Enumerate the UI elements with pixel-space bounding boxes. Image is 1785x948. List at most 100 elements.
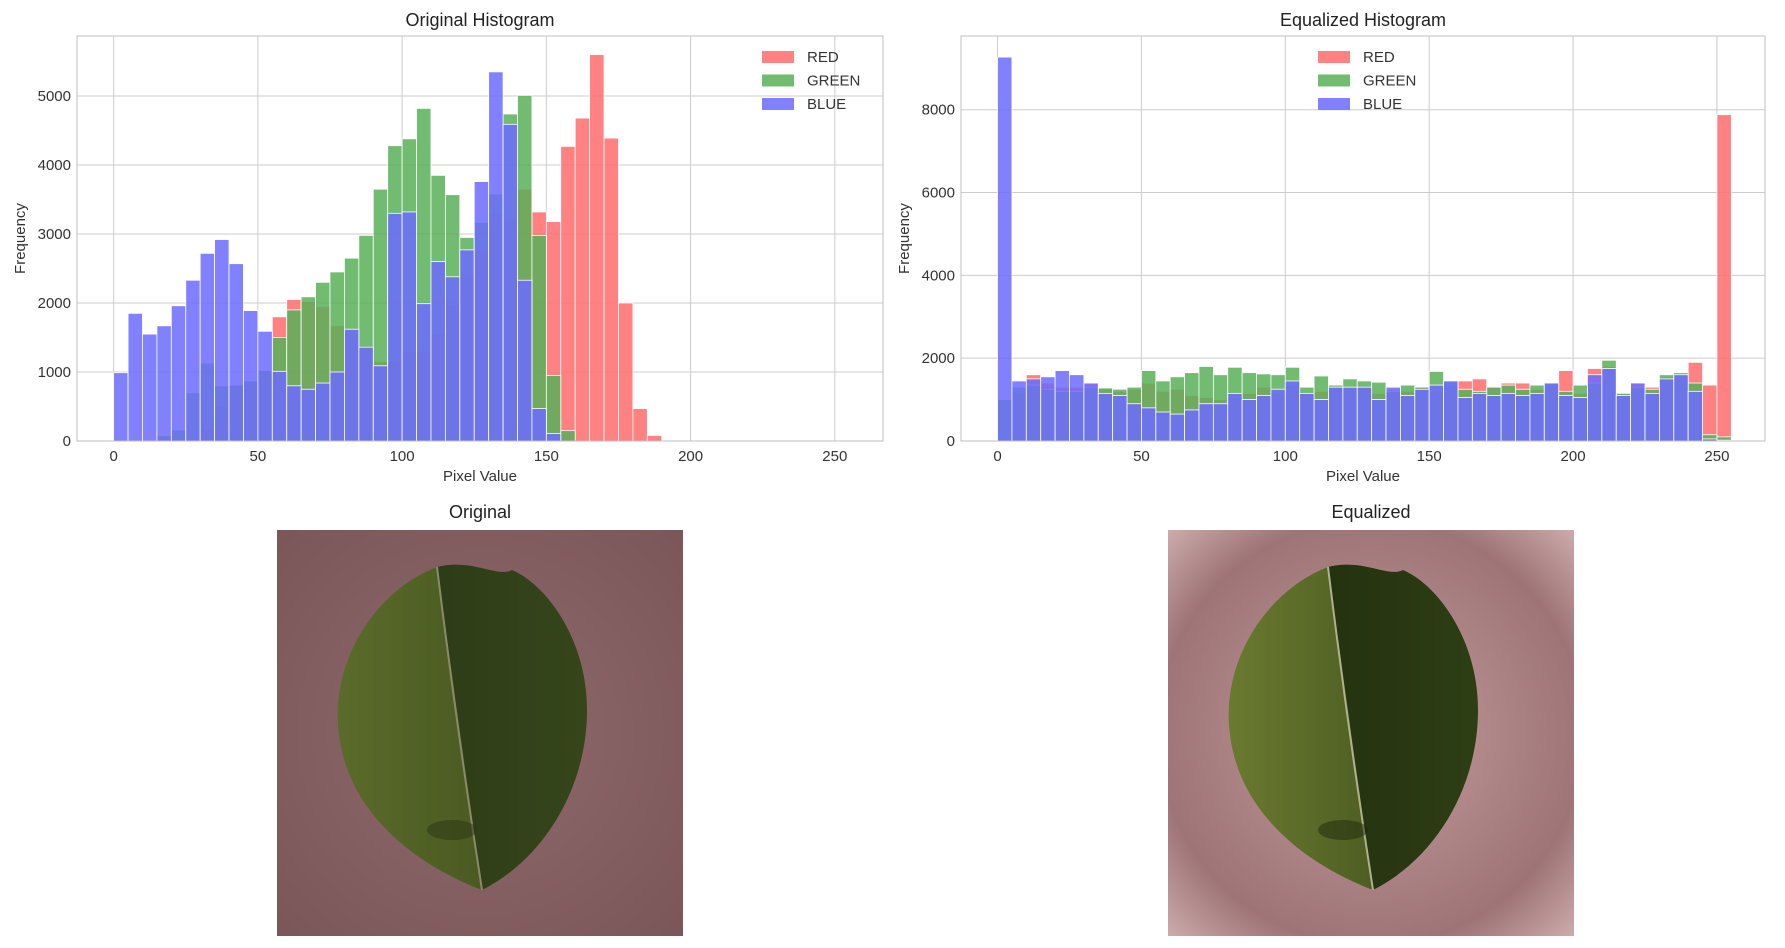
equalized-hist-bar-blue [1356, 386, 1373, 442]
equalized-hist-bar-blue [1601, 368, 1617, 442]
equalized-hist-bar-blue [1112, 395, 1128, 442]
original-hist-bar-blue [444, 276, 461, 442]
equalized-hist-bar-blue [1529, 392, 1545, 442]
original-hist-ytick-label: 0 [63, 433, 71, 450]
original-hist-xlabel: Pixel Value [443, 468, 517, 485]
original-hist-bar-blue [113, 372, 129, 442]
original-hist-xtick-label: 150 [534, 448, 559, 465]
original-hist-bar-blue [214, 239, 230, 442]
original-hist-bar-blue [387, 212, 403, 442]
equalized-hist-bar-blue [1184, 409, 1200, 442]
equalized-hist-bar-blue [1155, 411, 1171, 442]
original-hist-xtick-label: 250 [822, 448, 847, 465]
original-hist-bar-red [560, 145, 576, 442]
original-hist-xtick-label: 200 [678, 448, 703, 465]
original-hist-bar-green [545, 375, 562, 442]
original-hist-bar-blue [329, 371, 345, 442]
equalized-hist-bar-blue [1687, 390, 1703, 442]
original-hist-bar-blue [199, 252, 216, 442]
original-image-title: Original [448, 502, 512, 522]
original-hist-bar-green [560, 430, 576, 442]
original-hist-ytick-label: 3000 [38, 226, 71, 243]
original-hist-ytick-label: 2000 [38, 295, 71, 312]
equalized-hist-bar-blue [1400, 395, 1416, 442]
equalized-hist-bar-blue [1644, 392, 1660, 442]
original-hist-bar-blue [228, 263, 244, 442]
original-hist-ytick-label: 4000 [38, 157, 71, 174]
equalized-hist-bar-blue [1515, 395, 1531, 442]
original-hist-ytick-label: 1000 [38, 364, 71, 381]
equalized-hist-bar-red [1702, 384, 1718, 442]
original-hist-bar-red [603, 137, 619, 442]
equalized-hist-xtick-label: 50 [1133, 448, 1150, 465]
equalized-hist-ytick-label: 8000 [922, 102, 955, 119]
original-hist-bar-blue [315, 382, 331, 442]
original-hist-xtick-label: 100 [390, 448, 415, 465]
equalized-image-title: Equalized [1331, 502, 1411, 522]
original-hist-bar-red [589, 54, 605, 442]
original-hist-legend-label-green: GREEN [807, 73, 860, 90]
original-hist-bar-blue [271, 370, 288, 442]
equalized-hist-bar-blue [1241, 399, 1257, 442]
equalized-hist-bar-blue [1040, 376, 1056, 442]
equalized-hist-ytick-label: 6000 [922, 185, 955, 202]
original-hist-bar-blue [416, 303, 432, 442]
equalized-histogram-chart: 0 50 100 150 200 250 0 2000 4000 6000 8000 Equalize… [896, 10, 1766, 485]
equalized-hist-bar-blue [1097, 392, 1114, 442]
equalized-hist-legend-label-red: RED [1363, 49, 1395, 66]
equalized-hist-title: Equalized Histogram [1280, 10, 1446, 30]
equalized-hist-bar-blue [1270, 388, 1286, 442]
original-hist-bar-red [574, 117, 591, 442]
original-hist-bar-red [618, 302, 634, 442]
equalized-hist-bar-blue [1428, 384, 1444, 442]
equalized-hist-xtick-label: 0 [993, 448, 1001, 465]
equalized-hist-bar-blue [1227, 392, 1243, 442]
equalized-hist-bar-blue [997, 56, 1013, 442]
equalized-hist-bar-blue [1313, 399, 1329, 442]
equalized-hist-bar-blue [1587, 374, 1603, 442]
equalized-hist-bar-blue [1141, 407, 1157, 442]
equalized-hist-xtick-label: 100 [1273, 448, 1298, 465]
equalized-hist-xlabel: Pixel Value [1326, 468, 1400, 485]
equalized-hist-bar-blue [1025, 378, 1042, 442]
original-hist-legend-swatch-blue [762, 98, 794, 110]
equalized-hist-legend-swatch-green [1318, 74, 1350, 87]
equalized-hist-legend-label-blue: BLUE [1363, 96, 1402, 113]
original-hist-bar-blue [531, 408, 547, 442]
original-hist-legend-label-blue: BLUE [807, 96, 846, 113]
equalized-hist-bar-blue [1414, 388, 1430, 442]
original-hist-bar-blue [545, 433, 562, 442]
original-hist-bar-blue [372, 365, 389, 442]
original-hist-bar-blue [358, 346, 374, 442]
equalized-hist-bar-blue [1500, 392, 1516, 442]
equalized-hist-bar-blue [1083, 382, 1099, 442]
original-hist-xtick-label: 0 [109, 448, 117, 465]
equalized-hist-bar-blue [1673, 374, 1689, 442]
equalized-hist-ylabel: Frequency [896, 203, 913, 274]
equalized-hist-bar-blue [1054, 370, 1070, 442]
original-hist-title: Original Histogram [405, 10, 554, 30]
original-hist-bar-blue [517, 279, 533, 442]
leaf-photo-equalized-icon [1168, 530, 1574, 936]
equalized-hist-bar-blue [1011, 380, 1027, 442]
equalized-hist-ytick-label: 2000 [922, 350, 955, 367]
equalized-hist-frame [960, 35, 1766, 442]
equalized-hist-bar-blue [1486, 395, 1502, 442]
equalized-hist-bar-blue [1558, 395, 1574, 442]
equalized-hist-xtick-label: 200 [1561, 448, 1586, 465]
original-hist-bar-blue [401, 211, 417, 442]
equalized-hist-bar-blue [1299, 392, 1315, 442]
equalized-hist-bar-blue [1385, 386, 1401, 442]
original-hist-bar-blue [430, 261, 446, 442]
original-hist-bar-blue [286, 385, 302, 442]
equalized-hist-bar-blue [1371, 399, 1387, 442]
original-hist-ylabel: Frequency [12, 203, 29, 274]
equalized-leaf-image [1168, 530, 1574, 936]
equalized-hist-bar-blue [1443, 380, 1459, 442]
equalized-hist-ytick-label: 0 [947, 433, 955, 450]
original-hist-bar-blue [127, 312, 143, 442]
equalized-hist-bar-blue [1169, 413, 1185, 442]
original-hist-bar-red [632, 408, 648, 442]
equalized-hist-bar-blue [1198, 403, 1214, 442]
equalized-hist-bar-blue [1284, 380, 1301, 442]
